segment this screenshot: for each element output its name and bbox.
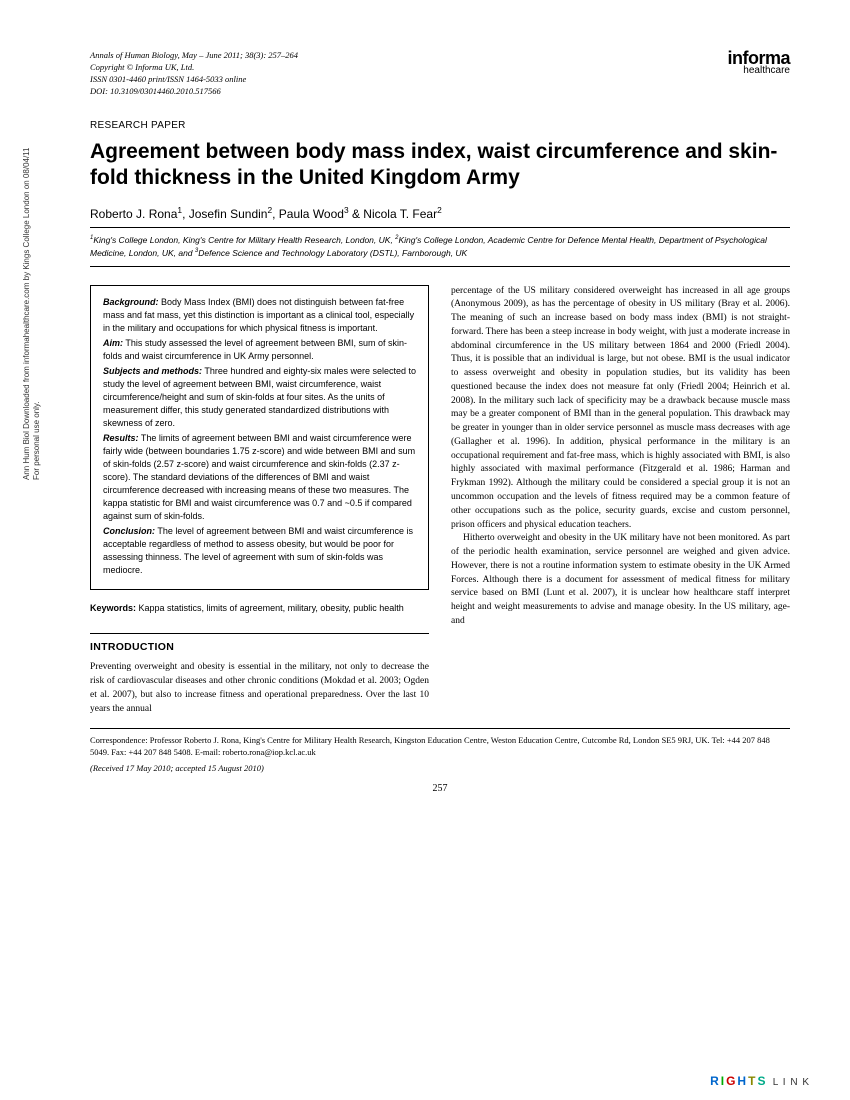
journal-citation: Annals of Human Biology, May – June 2011… (90, 50, 298, 62)
abstract-aim: This study assessed the level of agreeme… (103, 338, 407, 361)
intro-text-right: percentage of the US military considered… (451, 285, 790, 629)
journal-doi: DOI: 10.3109/03014460.2010.517566 (90, 86, 298, 98)
affiliations: 1King's College London, King's Centre fo… (90, 234, 790, 259)
right-column: percentage of the US military considered… (451, 285, 790, 717)
intro-text-left: Preventing overweight and obesity is ess… (90, 661, 429, 716)
abstract-results: The limits of agreement between BMI and … (103, 433, 415, 521)
divider (90, 227, 790, 228)
divider (90, 633, 429, 634)
author-list: Roberto J. Rona1, Josefin Sundin2, Paula… (90, 205, 790, 221)
rightslink-logo[interactable]: RIGHTS L I N K (710, 1074, 810, 1088)
left-column: Background: Body Mass Index (BMI) does n… (90, 285, 429, 717)
page-number: 257 (90, 783, 790, 794)
publisher-logo: informa healthcare (727, 50, 790, 75)
keywords: Keywords: Kappa statistics, limits of ag… (90, 602, 429, 615)
correspondence: Correspondence: Professor Roberto J. Ron… (90, 728, 790, 775)
received-dates: (Received 17 May 2010; accepted 15 Augus… (90, 763, 790, 775)
introduction-heading: INTRODUCTION (90, 640, 429, 655)
divider (90, 266, 790, 267)
two-column-body: Background: Body Mass Index (BMI) does n… (90, 285, 790, 717)
page-header: Annals of Human Biology, May – June 2011… (90, 50, 790, 98)
publisher-name: informa (727, 50, 790, 66)
journal-issn: ISSN 0301-4460 print/ISSN 1464-5033 onli… (90, 74, 298, 86)
journal-metadata: Annals of Human Biology, May – June 2011… (90, 50, 298, 98)
article-title: Agreement between body mass index, waist… (90, 139, 790, 192)
download-attribution: Ann Hum Biol Downloaded from informaheal… (22, 148, 43, 481)
section-label: RESEARCH PAPER (90, 120, 790, 131)
correspondence-text: Correspondence: Professor Roberto J. Ron… (90, 735, 790, 759)
abstract-box: Background: Body Mass Index (BMI) does n… (90, 285, 429, 591)
journal-copyright: Copyright © Informa UK, Ltd. (90, 62, 298, 74)
